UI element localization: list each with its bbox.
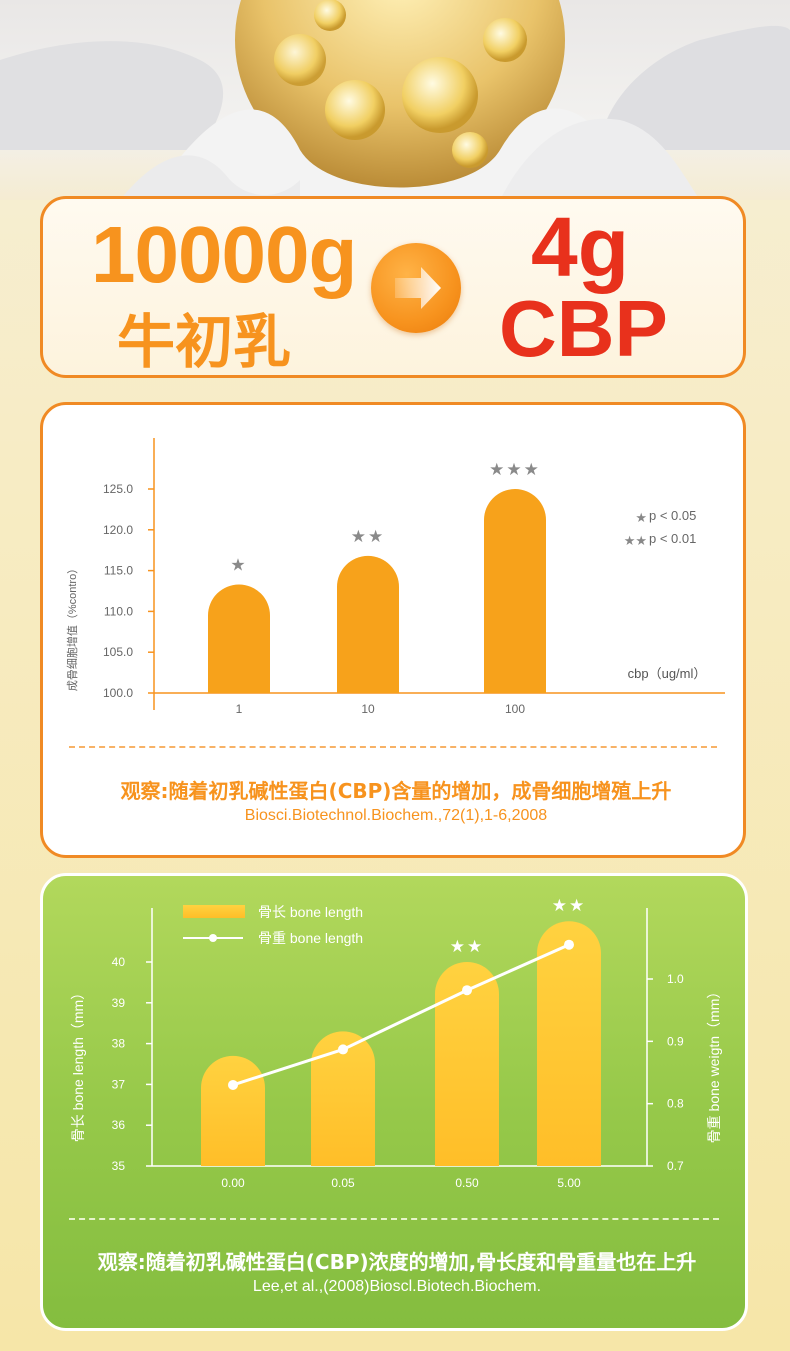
target-amount: 4g [531, 200, 630, 294]
x-tick-label: 5.00 [557, 1176, 581, 1190]
legend-text-1: p < 0.05 [649, 508, 696, 523]
right-y-tick-label: 0.9 [667, 1034, 684, 1048]
right-y-axis-label: 骨重 bone weigtn（mm） [706, 985, 722, 1144]
x-tick-label: 100 [505, 702, 525, 716]
line-series [232, 943, 570, 1087]
divider [69, 1218, 719, 1220]
osteoblast-chart-card: 100.0 105.0 110.0 115.0 120.0 125.0 ★ 1 ★★ 10 ★★★… [40, 402, 746, 858]
hero-milk-splash-image [0, 0, 790, 200]
left-y-tick-label: 38 [112, 1037, 126, 1051]
bar [208, 584, 270, 693]
bar [537, 921, 601, 1166]
left-y-tick-label: 37 [112, 1077, 126, 1091]
target-name: CBP [499, 284, 668, 373]
right-y-tick-label: 1.0 [667, 972, 684, 986]
x-axis-label: cbp（ug/ml） [628, 666, 707, 681]
y-tick-label: 115.0 [104, 564, 133, 578]
significance-stars: ★★★ [489, 460, 541, 479]
observation-text: 观察:随着初乳碱性蛋白(CBP)含量的增加，成骨细胞增殖上升 [120, 779, 672, 803]
bar [311, 1031, 375, 1166]
x-tick-label: 0.05 [331, 1176, 355, 1190]
left-y-tick-label: 36 [112, 1118, 126, 1132]
chart-legend: 骨长 bone length 骨重 bone length [183, 904, 363, 946]
legend-text-2: p < 0.01 [649, 531, 696, 546]
line-point [462, 985, 472, 996]
reference-text: Biosci.Biotechnol.Biochem.,72(1),1-6,200… [244, 807, 548, 824]
conversion-banner: 10000g 牛初乳 4g CBP [40, 196, 746, 378]
bar [201, 1055, 265, 1166]
line-point [564, 939, 574, 950]
x-tick-label: 10 [361, 702, 375, 716]
milk-capsule-illustration [0, 0, 790, 200]
divider [69, 746, 717, 748]
left-y-tick-label: 35 [112, 1159, 126, 1173]
y-tick-label: 105.0 [103, 645, 133, 659]
arrow-right-icon [371, 243, 461, 333]
significance-legend: ★ p < 0.05 ★★ p < 0.01 [624, 508, 697, 548]
x-tick-label: 1 [236, 702, 243, 716]
reference-text: Lee,et al.,(2008)Bioscl.Biotech.Biochem. [252, 1278, 542, 1295]
significance-stars: ★★ [450, 937, 484, 956]
y-tick-label: 125.0 [103, 482, 133, 496]
bar [337, 555, 399, 693]
left-y-axis-label: 骨长 bone length（mm） [70, 986, 86, 1142]
significance-stars: ★★ [351, 527, 385, 546]
y-tick-label: 110.0 [104, 604, 133, 618]
legend-bar-swatch [183, 905, 245, 918]
legend-bar-label: 骨长 bone length [258, 904, 363, 920]
right-y-tick-label: 0.8 [667, 1097, 684, 1111]
y-tick-label: 120.0 [103, 523, 133, 537]
left-y-tick-label: 40 [112, 955, 126, 969]
y-axis-label: 成骨细胞增值（%contro） [65, 563, 79, 691]
bar [484, 489, 546, 693]
source-name: 牛初乳 [117, 308, 292, 376]
source-amount: 10000g [91, 210, 357, 299]
bone-growth-chart-card: 35 36 37 38 39 40 0.7 0.8 0.9 1.0 0.00 0.05 ★★ 0.50 ★… [40, 873, 748, 1331]
observation-text: 观察:随着初乳碱性蛋白(CBP)浓度的增加,骨长度和骨重量也在上升 [97, 1250, 697, 1274]
y-tick-label: 100.0 [103, 686, 133, 700]
x-tick-label: 0.00 [221, 1176, 245, 1190]
right-y-tick-label: 0.7 [667, 1159, 684, 1173]
significance-stars: ★ [230, 555, 247, 574]
significance-stars: ★★ [552, 896, 586, 915]
legend-stars-1: ★ [635, 510, 647, 525]
bone-growth-combo-chart: 35 36 37 38 39 40 0.7 0.8 0.9 1.0 0.00 0.05 ★★ 0.50 ★… [70, 896, 722, 1190]
bar [435, 962, 499, 1166]
x-tick-label: 0.50 [455, 1176, 479, 1190]
line-point [228, 1079, 238, 1090]
left-y-tick-label: 39 [112, 996, 126, 1010]
legend-line-marker [209, 934, 217, 942]
legend-stars-2: ★★ [624, 533, 647, 548]
line-point [338, 1044, 348, 1055]
legend-line-label: 骨重 bone length [258, 930, 363, 946]
